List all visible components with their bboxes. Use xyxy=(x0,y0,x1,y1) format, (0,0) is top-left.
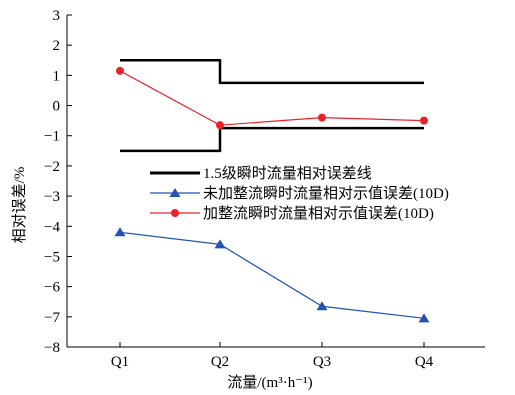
y-tick-label: −8 xyxy=(44,340,60,356)
legend-item-limit: 1.5级瞬时流量相对误差线 xyxy=(150,165,372,182)
y-tick-label: −4 xyxy=(44,219,60,235)
y-tick-label: −7 xyxy=(44,310,60,326)
y-tick-label: −3 xyxy=(44,189,60,205)
y-tick-label: 1 xyxy=(53,68,61,84)
x-ticks: Q1 Q2 Q3 Q4 xyxy=(111,342,434,370)
circle-point xyxy=(216,121,224,130)
y-tick-label: −5 xyxy=(44,249,60,265)
plot-area: 3 2 1 0 −1 −2 −3 −4 −5 −6 −7 −8 Q1 Q2 Q3 Q4 xyxy=(44,8,485,370)
y-tick-label: −6 xyxy=(44,280,60,296)
legend-label-limit: 1.5级瞬时流量相对误差线 xyxy=(203,165,372,182)
x-axis-label: 流量/(m³·h⁻¹) xyxy=(227,374,312,391)
limit-upper-line xyxy=(120,59,424,85)
x-tick-label: Q3 xyxy=(313,354,331,370)
x-tick-label: Q1 xyxy=(111,354,129,370)
legend-label-blue: 未加整流瞬时流量相对示值误差(10D) xyxy=(203,185,449,202)
y-tick-label: −1 xyxy=(44,129,60,145)
legend-label-red: 加整流瞬时流量相对示值误差(10D) xyxy=(203,205,434,222)
series-red xyxy=(116,66,428,130)
series-blue xyxy=(114,227,430,323)
legend-marker-circle xyxy=(171,209,179,217)
y-tick-label: 3 xyxy=(53,8,61,24)
blue-series-line xyxy=(119,231,425,319)
legend-marker-triangle xyxy=(169,188,181,197)
legend: 1.5级瞬时流量相对误差线 未加整流瞬时流量相对示值误差(10D) 加整流瞬时流… xyxy=(150,165,449,222)
circle-point xyxy=(318,113,326,122)
y-ticks: 3 2 1 0 −1 −2 −3 −4 −5 −6 −7 −8 xyxy=(44,8,72,356)
legend-item-red: 加整流瞬时流量相对示值误差(10D) xyxy=(150,205,434,222)
red-series-line xyxy=(119,70,425,126)
triangle-point xyxy=(316,301,328,311)
x-tick-label: Q4 xyxy=(415,354,434,370)
circle-point xyxy=(116,66,124,75)
y-tick-label: −2 xyxy=(44,159,60,175)
legend-item-blue: 未加整流瞬时流量相对示值误差(10D) xyxy=(150,185,449,202)
y-tick-label: 2 xyxy=(53,38,61,54)
triangle-point xyxy=(214,239,226,249)
series-limit xyxy=(120,59,424,153)
circle-point xyxy=(420,116,428,125)
limit-lower-line xyxy=(120,126,424,153)
y-tick-label: 0 xyxy=(53,99,61,115)
triangle-point xyxy=(114,227,126,237)
triangle-point xyxy=(418,313,430,323)
x-tick-label: Q2 xyxy=(211,354,229,370)
y-axis-label: 相对误差/% xyxy=(11,167,28,244)
